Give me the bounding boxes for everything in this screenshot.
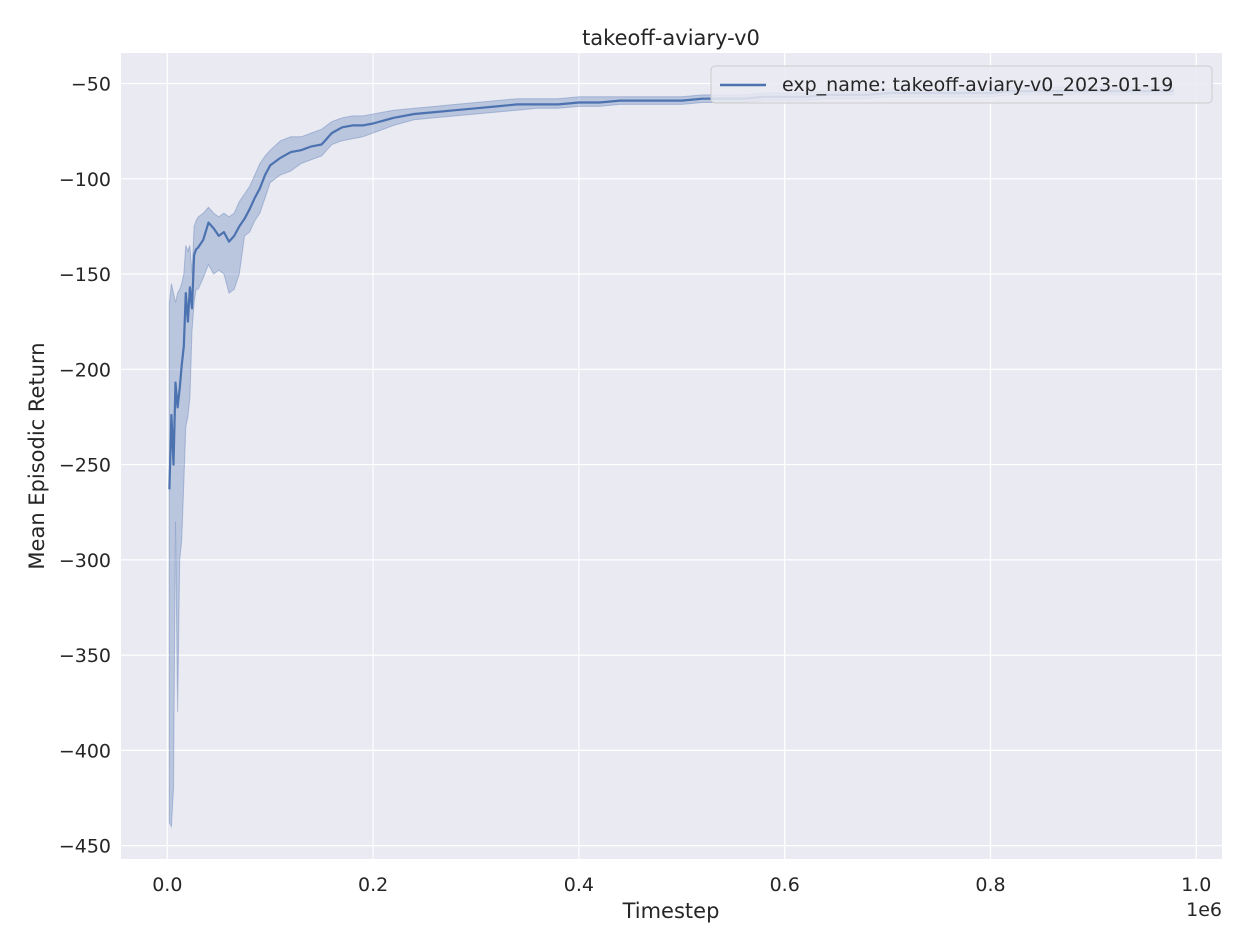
y-tick-label: −350	[59, 645, 111, 667]
y-tick-labels: −50 −100 −150 −200 −250 −300 −350 −400 −450	[59, 73, 111, 857]
y-tick-label: −100	[59, 169, 111, 191]
y-tick-label: −250	[59, 455, 111, 477]
y-tick-label: −400	[59, 740, 111, 762]
x-tick-labels: 0.0 0.2 0.4 0.6 0.8 1.0	[152, 874, 1211, 896]
legend-box	[710, 65, 1213, 104]
chart-title: takeoff-aviary-v0	[582, 26, 760, 50]
x-offset-text: 1e6	[1186, 899, 1222, 921]
x-tick-label: 0.4	[564, 874, 594, 896]
legend-entry-label: exp_name: takeoff-aviary-v0_2023-01-19	[782, 74, 1173, 96]
grid-lines	[121, 53, 1222, 859]
y-tick-label: −150	[59, 264, 111, 286]
legend: exp_name: takeoff-aviary-v0_2023-01-19	[710, 65, 1213, 104]
y-axis-label: Mean Episodic Return	[25, 342, 49, 569]
y-tick-label: −200	[59, 359, 111, 381]
x-axis-label: Timestep	[622, 899, 720, 923]
x-tick-label: 0.0	[152, 874, 182, 896]
y-tick-label: −300	[59, 550, 111, 572]
x-tick-label: 0.8	[975, 874, 1005, 896]
x-tick-label: 0.6	[770, 874, 800, 896]
x-tick-label: 1.0	[1181, 874, 1211, 896]
y-tick-label: −50	[71, 73, 111, 95]
y-tick-label: −450	[59, 836, 111, 858]
x-tick-label: 0.2	[358, 874, 388, 896]
plot-background	[121, 53, 1222, 859]
